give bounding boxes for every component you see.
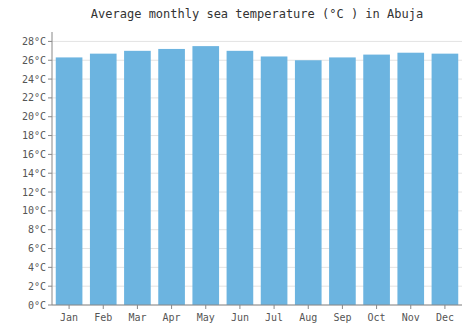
bar bbox=[295, 60, 322, 305]
tick-label: 2°C bbox=[28, 281, 46, 292]
tick-label: Oct bbox=[368, 312, 386, 323]
tick-label: 22°C bbox=[22, 92, 46, 103]
tick-mark bbox=[48, 79, 52, 80]
title: Average monthly sea temperature (°C ) in… bbox=[91, 7, 423, 21]
tick-mark bbox=[444, 305, 445, 309]
tick-label: 24°C bbox=[22, 74, 46, 85]
tick-label: 8°C bbox=[28, 224, 46, 235]
bar bbox=[397, 53, 424, 305]
bar bbox=[261, 56, 288, 305]
bar bbox=[227, 51, 254, 305]
bar bbox=[432, 54, 459, 305]
tick-mark bbox=[48, 192, 52, 193]
tick-label: 4°C bbox=[28, 262, 46, 273]
tick-mark bbox=[48, 267, 52, 268]
tick-label: 16°C bbox=[22, 149, 46, 160]
bar bbox=[363, 55, 390, 305]
tick-mark bbox=[48, 154, 52, 155]
tick-mark bbox=[48, 97, 52, 98]
tick-label: Nov bbox=[402, 312, 420, 323]
bars bbox=[56, 46, 458, 305]
bar bbox=[329, 57, 356, 305]
tick-label: 12°C bbox=[22, 187, 46, 198]
tick-label: Feb bbox=[94, 312, 112, 323]
tick-label: 6°C bbox=[28, 243, 46, 254]
tick-label: May bbox=[197, 312, 215, 323]
y-axis: 0°C 2°C 4°C 6°C 8°C 10°C 12°C 14°C 16°C 18°C 20°C 2… bbox=[22, 36, 462, 311]
tick-mark bbox=[48, 305, 52, 306]
tick-label: 26°C bbox=[22, 55, 46, 66]
tick-label: 18°C bbox=[22, 130, 46, 141]
grid-line bbox=[52, 305, 462, 306]
tick-mark bbox=[48, 229, 52, 230]
tick-label: 14°C bbox=[22, 168, 46, 179]
tick-mark bbox=[308, 305, 309, 309]
tick-mark bbox=[137, 305, 138, 309]
chart: Average monthly sea temperature (°C ) in… bbox=[0, 0, 474, 331]
tick-label: Dec bbox=[436, 312, 454, 323]
x-axis-line bbox=[52, 305, 462, 306]
tick-mark bbox=[69, 305, 70, 309]
bar bbox=[192, 46, 219, 305]
tick-label: 28°C bbox=[22, 36, 46, 47]
tick-mark bbox=[239, 305, 240, 309]
bar bbox=[90, 54, 117, 305]
tick-mark bbox=[48, 116, 52, 117]
tick-label: Apr bbox=[163, 312, 181, 323]
bar bbox=[56, 57, 83, 305]
tick-label: Aug bbox=[299, 312, 317, 323]
tick-mark bbox=[48, 248, 52, 249]
tick-label: Jun bbox=[231, 312, 249, 323]
tick-mark bbox=[342, 305, 343, 309]
tick-mark bbox=[48, 135, 52, 136]
tick-mark bbox=[376, 305, 377, 309]
x-axis: Jan Feb Mar Apr May Jun Jul Aug Sep Oct Nov Dec bbox=[60, 305, 454, 323]
y-axis-line bbox=[52, 32, 53, 305]
tick-label: 0°C bbox=[28, 300, 46, 311]
bar bbox=[158, 49, 185, 305]
tick-label: Sep bbox=[333, 312, 351, 323]
bar bbox=[124, 51, 151, 305]
tick-mark bbox=[103, 305, 104, 309]
tick-label: Jul bbox=[265, 312, 283, 323]
tick-mark bbox=[48, 286, 52, 287]
tick-label: Mar bbox=[128, 312, 146, 323]
tick-mark bbox=[48, 210, 52, 211]
tick-mark bbox=[274, 305, 275, 309]
tick-mark bbox=[48, 60, 52, 61]
tick-label: 10°C bbox=[22, 205, 46, 216]
tick-mark bbox=[205, 305, 206, 309]
tick-label: 20°C bbox=[22, 111, 46, 122]
tick-mark bbox=[410, 305, 411, 309]
tick-mark bbox=[48, 173, 52, 174]
grid-line bbox=[52, 41, 462, 42]
tick-mark bbox=[48, 41, 52, 42]
tick-mark bbox=[171, 305, 172, 309]
tick-label: Jan bbox=[60, 312, 78, 323]
